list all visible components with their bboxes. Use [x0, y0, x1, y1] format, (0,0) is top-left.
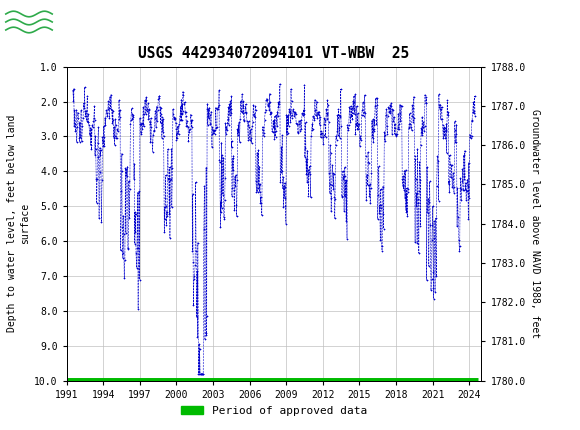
Title: USGS 442934072094101 VT-WBW  25: USGS 442934072094101 VT-WBW 25 [139, 46, 409, 61]
Text: USGS: USGS [65, 12, 112, 28]
Bar [5, 3, 60, 37]
Legend: Period of approved data: Period of approved data [176, 401, 372, 420]
Y-axis label: Groundwater level above NAVD 1988, feet: Groundwater level above NAVD 1988, feet [530, 109, 540, 338]
Y-axis label: Depth to water level, feet below land
surface: Depth to water level, feet below land su… [7, 115, 30, 332]
